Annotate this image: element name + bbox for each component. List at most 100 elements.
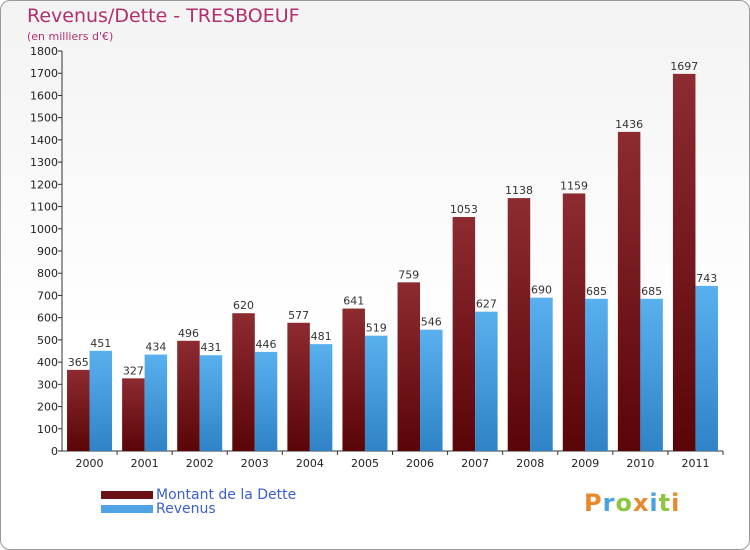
bar-revenus bbox=[640, 298, 663, 451]
bars bbox=[67, 73, 718, 451]
x-tick-label: 2004 bbox=[296, 457, 324, 470]
logo-letter: x bbox=[632, 489, 650, 517]
bar-revenus bbox=[695, 285, 718, 451]
data-label-dette: 1697 bbox=[670, 60, 698, 73]
logo-letter: P bbox=[584, 489, 603, 517]
data-label-revenus: 627 bbox=[476, 298, 497, 311]
y-tick-label: 1600 bbox=[30, 89, 58, 102]
y-tick-label: 100 bbox=[37, 423, 58, 436]
y-tick-label: 1800 bbox=[30, 45, 58, 58]
x-tick-label: 2005 bbox=[351, 457, 379, 470]
bar-revenus bbox=[530, 297, 553, 451]
y-tick-label: 1000 bbox=[30, 223, 58, 236]
logo-letter: o bbox=[615, 489, 633, 517]
y-tick-label: 200 bbox=[37, 401, 58, 414]
logo-letter: t bbox=[658, 489, 672, 517]
bar-revenus bbox=[420, 329, 443, 451]
bar-dette bbox=[672, 73, 696, 451]
y-axis: 0 100 200 300 400 500 600 700 800 900 1000 1100 1200… bbox=[30, 45, 63, 458]
x-tick-label: 2006 bbox=[406, 457, 434, 470]
data-label-dette: 577 bbox=[288, 309, 309, 322]
bar-revenus bbox=[254, 351, 278, 451]
legend-label-revenus: Revenus bbox=[156, 501, 216, 517]
y-tick-label: 400 bbox=[37, 356, 58, 369]
data-label-dette: 1436 bbox=[615, 118, 643, 131]
y-tick-label: 300 bbox=[37, 378, 58, 391]
bar-revenus bbox=[364, 335, 388, 451]
legend-swatch-dette bbox=[101, 491, 153, 499]
x-tick-label: 2001 bbox=[131, 457, 159, 470]
x-tick-label: 2008 bbox=[516, 457, 544, 470]
x-tick-label: 2000 bbox=[76, 457, 104, 470]
y-tick-label: 1400 bbox=[30, 134, 58, 147]
data-label-revenus: 481 bbox=[311, 330, 332, 343]
y-tick-label: 1700 bbox=[30, 67, 58, 80]
data-label-dette: 759 bbox=[398, 268, 419, 281]
data-label-dette: 327 bbox=[123, 364, 144, 377]
x-tick-label: 2010 bbox=[626, 457, 654, 470]
bar-revenus bbox=[475, 311, 498, 451]
y-tick-label: 1300 bbox=[30, 156, 58, 169]
bar-dette bbox=[177, 340, 200, 451]
bar-dette bbox=[232, 313, 255, 451]
data-label-revenus: 690 bbox=[531, 284, 552, 297]
x-tick-label: 2009 bbox=[571, 457, 599, 470]
bar-dette bbox=[452, 217, 476, 451]
y-tick-label: 800 bbox=[37, 267, 58, 280]
data-label-revenus: 546 bbox=[421, 316, 442, 329]
x-tick-label: 2002 bbox=[186, 457, 214, 470]
bar-dette bbox=[67, 369, 90, 451]
data-label-revenus: 446 bbox=[256, 338, 277, 351]
y-tick-label: 700 bbox=[37, 289, 58, 302]
bar-revenus bbox=[144, 354, 168, 451]
legend-swatch-revenus bbox=[101, 505, 153, 513]
legend-item-dette: Montant de la Dette bbox=[101, 487, 296, 503]
bar-dette bbox=[287, 322, 310, 451]
bar-revenus bbox=[199, 355, 223, 451]
bar-dette bbox=[507, 198, 531, 451]
data-label-dette: 620 bbox=[233, 299, 254, 312]
bar-dette bbox=[342, 308, 365, 451]
bar-revenus bbox=[309, 344, 333, 451]
x-tick-label: 2007 bbox=[461, 457, 489, 470]
y-tick-label: 900 bbox=[37, 245, 58, 258]
bar-revenus bbox=[89, 350, 113, 451]
data-label-revenus: 451 bbox=[90, 337, 111, 350]
data-label-revenus: 743 bbox=[696, 272, 717, 285]
y-tick-label: 500 bbox=[37, 334, 58, 347]
data-label-dette: 641 bbox=[343, 295, 364, 308]
data-label-dette: 1138 bbox=[505, 184, 533, 197]
legend-item-revenus: Revenus bbox=[101, 501, 216, 517]
data-label-dette: 365 bbox=[68, 356, 89, 369]
y-tick-label: 600 bbox=[37, 312, 58, 325]
data-label-revenus: 685 bbox=[641, 285, 662, 298]
chart-subtitle: (en milliers d'€) bbox=[27, 30, 114, 43]
x-tick-label: 2011 bbox=[681, 457, 709, 470]
data-label-revenus: 519 bbox=[366, 322, 387, 335]
logo-letter: i bbox=[649, 489, 659, 517]
bar-dette bbox=[122, 378, 145, 451]
data-label-dette: 496 bbox=[178, 327, 199, 340]
y-tick-label: 1100 bbox=[30, 201, 58, 214]
bar-revenus bbox=[585, 298, 608, 451]
data-label-revenus: 434 bbox=[145, 341, 166, 354]
bar-dette bbox=[397, 282, 421, 451]
x-axis: 2000 2001 2002 2003 2004 2005 2006 2007 2008 2009… bbox=[62, 450, 724, 470]
data-label-revenus: 685 bbox=[586, 285, 607, 298]
y-tick-label: 0 bbox=[51, 445, 58, 458]
x-tick-label: 2003 bbox=[241, 457, 269, 470]
data-label-dette: 1053 bbox=[450, 203, 478, 216]
y-tick-label: 1500 bbox=[30, 112, 58, 125]
data-label-revenus: 431 bbox=[200, 341, 221, 354]
proxiti-logo: Proxiti bbox=[584, 489, 680, 517]
logo-letter: i bbox=[671, 489, 681, 517]
bar-dette bbox=[562, 193, 586, 451]
logo-letter: r bbox=[602, 489, 616, 517]
data-label-dette: 1159 bbox=[560, 179, 588, 192]
y-tick-label: 1200 bbox=[30, 178, 58, 191]
chart-title: Revenus/Dette - TRESBOEUF bbox=[27, 5, 300, 27]
bar-dette bbox=[617, 131, 641, 451]
